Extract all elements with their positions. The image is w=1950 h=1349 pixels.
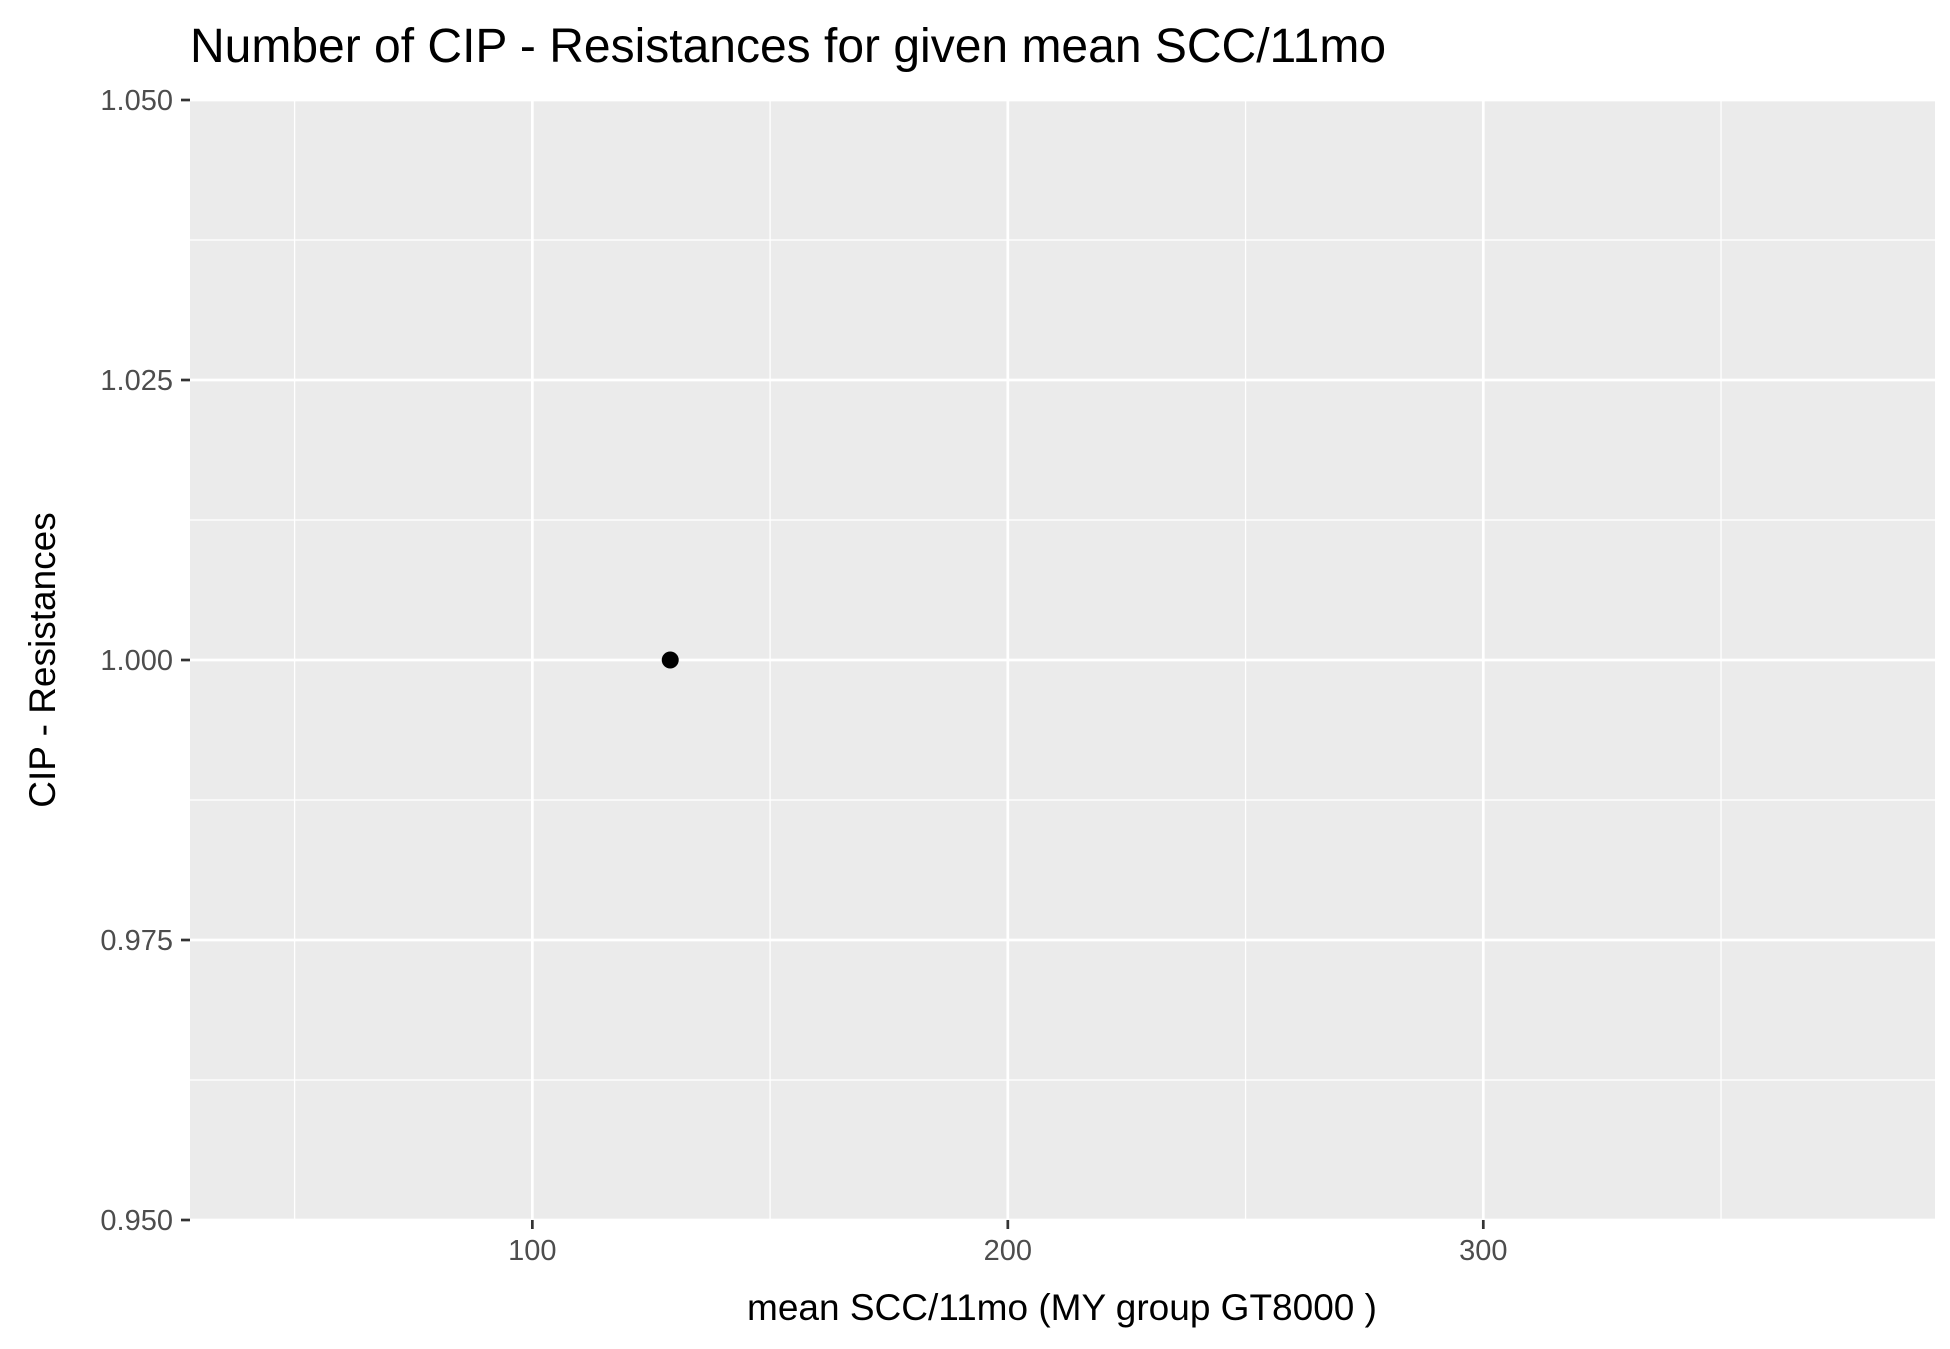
y-tick-label: 1.025	[100, 365, 173, 397]
y-axis: 0.950 0.975 1.000 1.025 1.050	[100, 85, 190, 1237]
major-gridlines	[190, 98, 1935, 1222]
x-tick-label: 100	[508, 1235, 556, 1267]
chart-title: Number of CIP - Resistances for given me…	[190, 20, 1386, 73]
x-axis: 100 200 300	[508, 1220, 1507, 1267]
y-tick-label: 1.000	[100, 645, 173, 677]
y-tick-label: 1.050	[100, 85, 173, 117]
x-axis-title: mean SCC/11mo (MY group GT8000 )	[747, 1287, 1377, 1328]
data-point	[661, 651, 679, 669]
y-tick-label: 0.975	[100, 925, 173, 957]
x-tick-label: 200	[984, 1235, 1032, 1267]
y-tick-label: 0.950	[100, 1205, 173, 1237]
y-axis-title: CIP - Resistances	[22, 512, 63, 807]
x-tick-label: 300	[1459, 1235, 1507, 1267]
data-points	[661, 651, 679, 669]
